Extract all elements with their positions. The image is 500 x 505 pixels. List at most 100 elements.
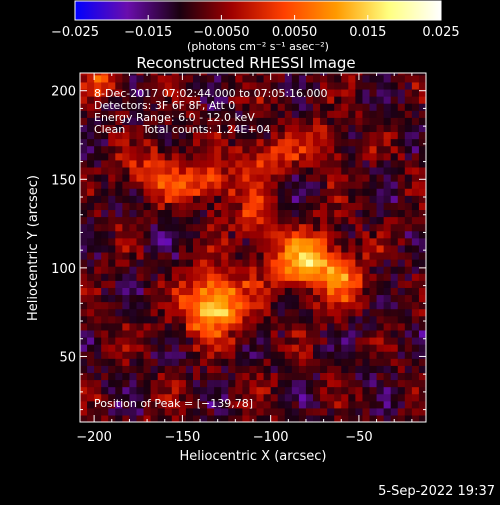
heatmap-pixel (178, 244, 187, 253)
heatmap-pixel (235, 124, 244, 133)
heatmap-pixel (192, 131, 201, 140)
heatmap-pixel (390, 414, 399, 422)
heatmap-pixel (341, 223, 349, 232)
heatmap-pixel (369, 117, 378, 125)
heatmap-pixel (256, 244, 265, 253)
heatmap-pixel (270, 110, 279, 118)
heatmap-pixel (369, 351, 378, 359)
heatmap-pixel (129, 202, 138, 211)
heatmap-pixel (291, 216, 300, 225)
heatmap-pixel (305, 301, 314, 310)
heatmap-pixel (418, 237, 426, 246)
heatmap-pixel (369, 202, 378, 211)
heatmap-pixel (411, 223, 420, 232)
heatmap-pixel (108, 358, 116, 366)
heatmap-pixel (164, 266, 173, 274)
x-tick-label: −100 (253, 430, 289, 445)
heatmap-pixel (348, 414, 356, 422)
heatmap-pixel (305, 152, 314, 161)
heatmap-pixel (355, 159, 364, 168)
heatmap-pixel (411, 166, 420, 175)
heatmap-pixel (115, 188, 123, 196)
heatmap-pixel (249, 251, 258, 260)
heatmap-pixel (171, 209, 180, 218)
heatmap-pixel (397, 152, 406, 161)
heatmap-pixel (192, 138, 201, 147)
heatmap-pixel (390, 351, 399, 359)
heatmap-pixel (404, 103, 413, 111)
heatmap-pixel (129, 195, 138, 203)
heatmap-pixel (185, 110, 194, 118)
heatmap-pixel (150, 202, 159, 211)
heatmap-pixel (164, 117, 173, 125)
heatmap-pixel (221, 81, 229, 90)
heatmap-pixel (348, 287, 356, 296)
heatmap-pixel (277, 195, 286, 203)
heatmap-pixel (334, 166, 342, 175)
heatmap-pixel (242, 329, 251, 338)
heatmap-pixel (200, 244, 208, 253)
heatmap-pixel (115, 223, 123, 232)
heatmap-pixel (383, 152, 392, 161)
heatmap-pixel (341, 379, 349, 388)
heatmap-pixel (411, 294, 420, 303)
heatmap-pixel (136, 216, 145, 225)
heatmap-pixel (214, 407, 222, 416)
heatmap-pixel (235, 400, 244, 409)
heatmap-pixel (418, 386, 426, 395)
heatmap-pixel (80, 223, 88, 232)
heatmap-pixel (115, 117, 123, 125)
heatmap-pixel (94, 202, 102, 211)
heatmap-pixel (164, 145, 173, 154)
heatmap-pixel (390, 273, 399, 281)
heatmap-pixel (94, 81, 102, 90)
heatmap-pixel (334, 280, 342, 288)
heatmap-pixel (313, 81, 321, 90)
heatmap-pixel (242, 166, 251, 175)
heatmap-pixel (129, 386, 138, 395)
heatmap-pixel (221, 400, 229, 409)
heatmap-pixel (376, 414, 385, 422)
heatmap-pixel (94, 188, 102, 196)
heatmap-pixel (397, 209, 406, 218)
heatmap-pixel (418, 365, 426, 373)
heatmap-pixel (150, 344, 159, 352)
heatmap-pixel (192, 124, 201, 133)
heatmap-pixel (397, 223, 406, 232)
heatmap-pixel (334, 322, 342, 331)
heatmap-pixel (136, 159, 145, 168)
heatmap-pixel (200, 400, 208, 409)
heatmap-pixel (129, 322, 138, 331)
heatmap-pixel (305, 287, 314, 296)
heatmap-pixel (334, 181, 342, 189)
heatmap-pixel (94, 308, 102, 317)
heatmap-pixel (185, 145, 194, 154)
heatmap-pixel (214, 372, 222, 381)
heatmap-pixel (87, 159, 95, 168)
heatmap-pixel (313, 414, 321, 422)
heatmap-pixel (150, 322, 159, 331)
heatmap-pixel (362, 159, 371, 168)
heatmap-pixel (355, 315, 364, 324)
heatmap-pixel (404, 188, 413, 196)
heatmap-pixel (192, 259, 201, 267)
heatmap-pixel (376, 308, 385, 317)
heatmap-pixel (270, 81, 279, 90)
heatmap-pixel (284, 145, 293, 154)
heatmap-pixel (376, 188, 385, 196)
heatmap-pixel (150, 386, 159, 395)
heatmap-pixel (115, 81, 123, 90)
heatmap-pixel (136, 230, 145, 239)
heatmap-pixel (341, 152, 349, 161)
heatmap-pixel (122, 351, 131, 359)
heatmap-pixel (87, 166, 95, 175)
heatmap-pixel (334, 358, 342, 366)
heatmap-pixel (94, 315, 102, 324)
heatmap-pixel (291, 301, 300, 310)
heatmap-pixel (327, 96, 335, 104)
heatmap-pixel (411, 280, 420, 288)
heatmap-pixel (200, 365, 208, 373)
heatmap-pixel (369, 223, 378, 232)
heatmap-pixel (242, 407, 251, 416)
heatmap-pixel (129, 294, 138, 303)
